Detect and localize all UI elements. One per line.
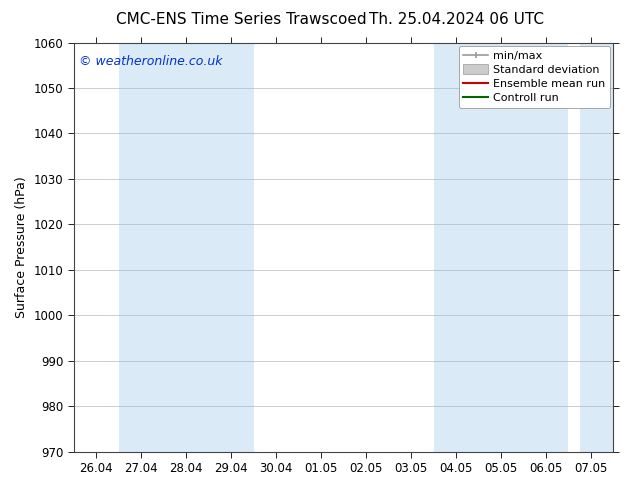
Text: Th. 25.04.2024 06 UTC: Th. 25.04.2024 06 UTC [369,12,544,27]
Text: CMC-ENS Time Series Trawscoed: CMC-ENS Time Series Trawscoed [115,12,366,27]
Bar [579,43,614,452]
Text: © weatheronline.co.uk: © weatheronline.co.uk [79,55,223,68]
Legend: min/max, Standard deviation, Ensemble mean run, Controll run: min/max, Standard deviation, Ensemble me… [459,46,610,108]
Bar [119,43,254,452]
Bar [434,43,569,452]
Y-axis label: Surface Pressure (hPa): Surface Pressure (hPa) [15,176,28,318]
